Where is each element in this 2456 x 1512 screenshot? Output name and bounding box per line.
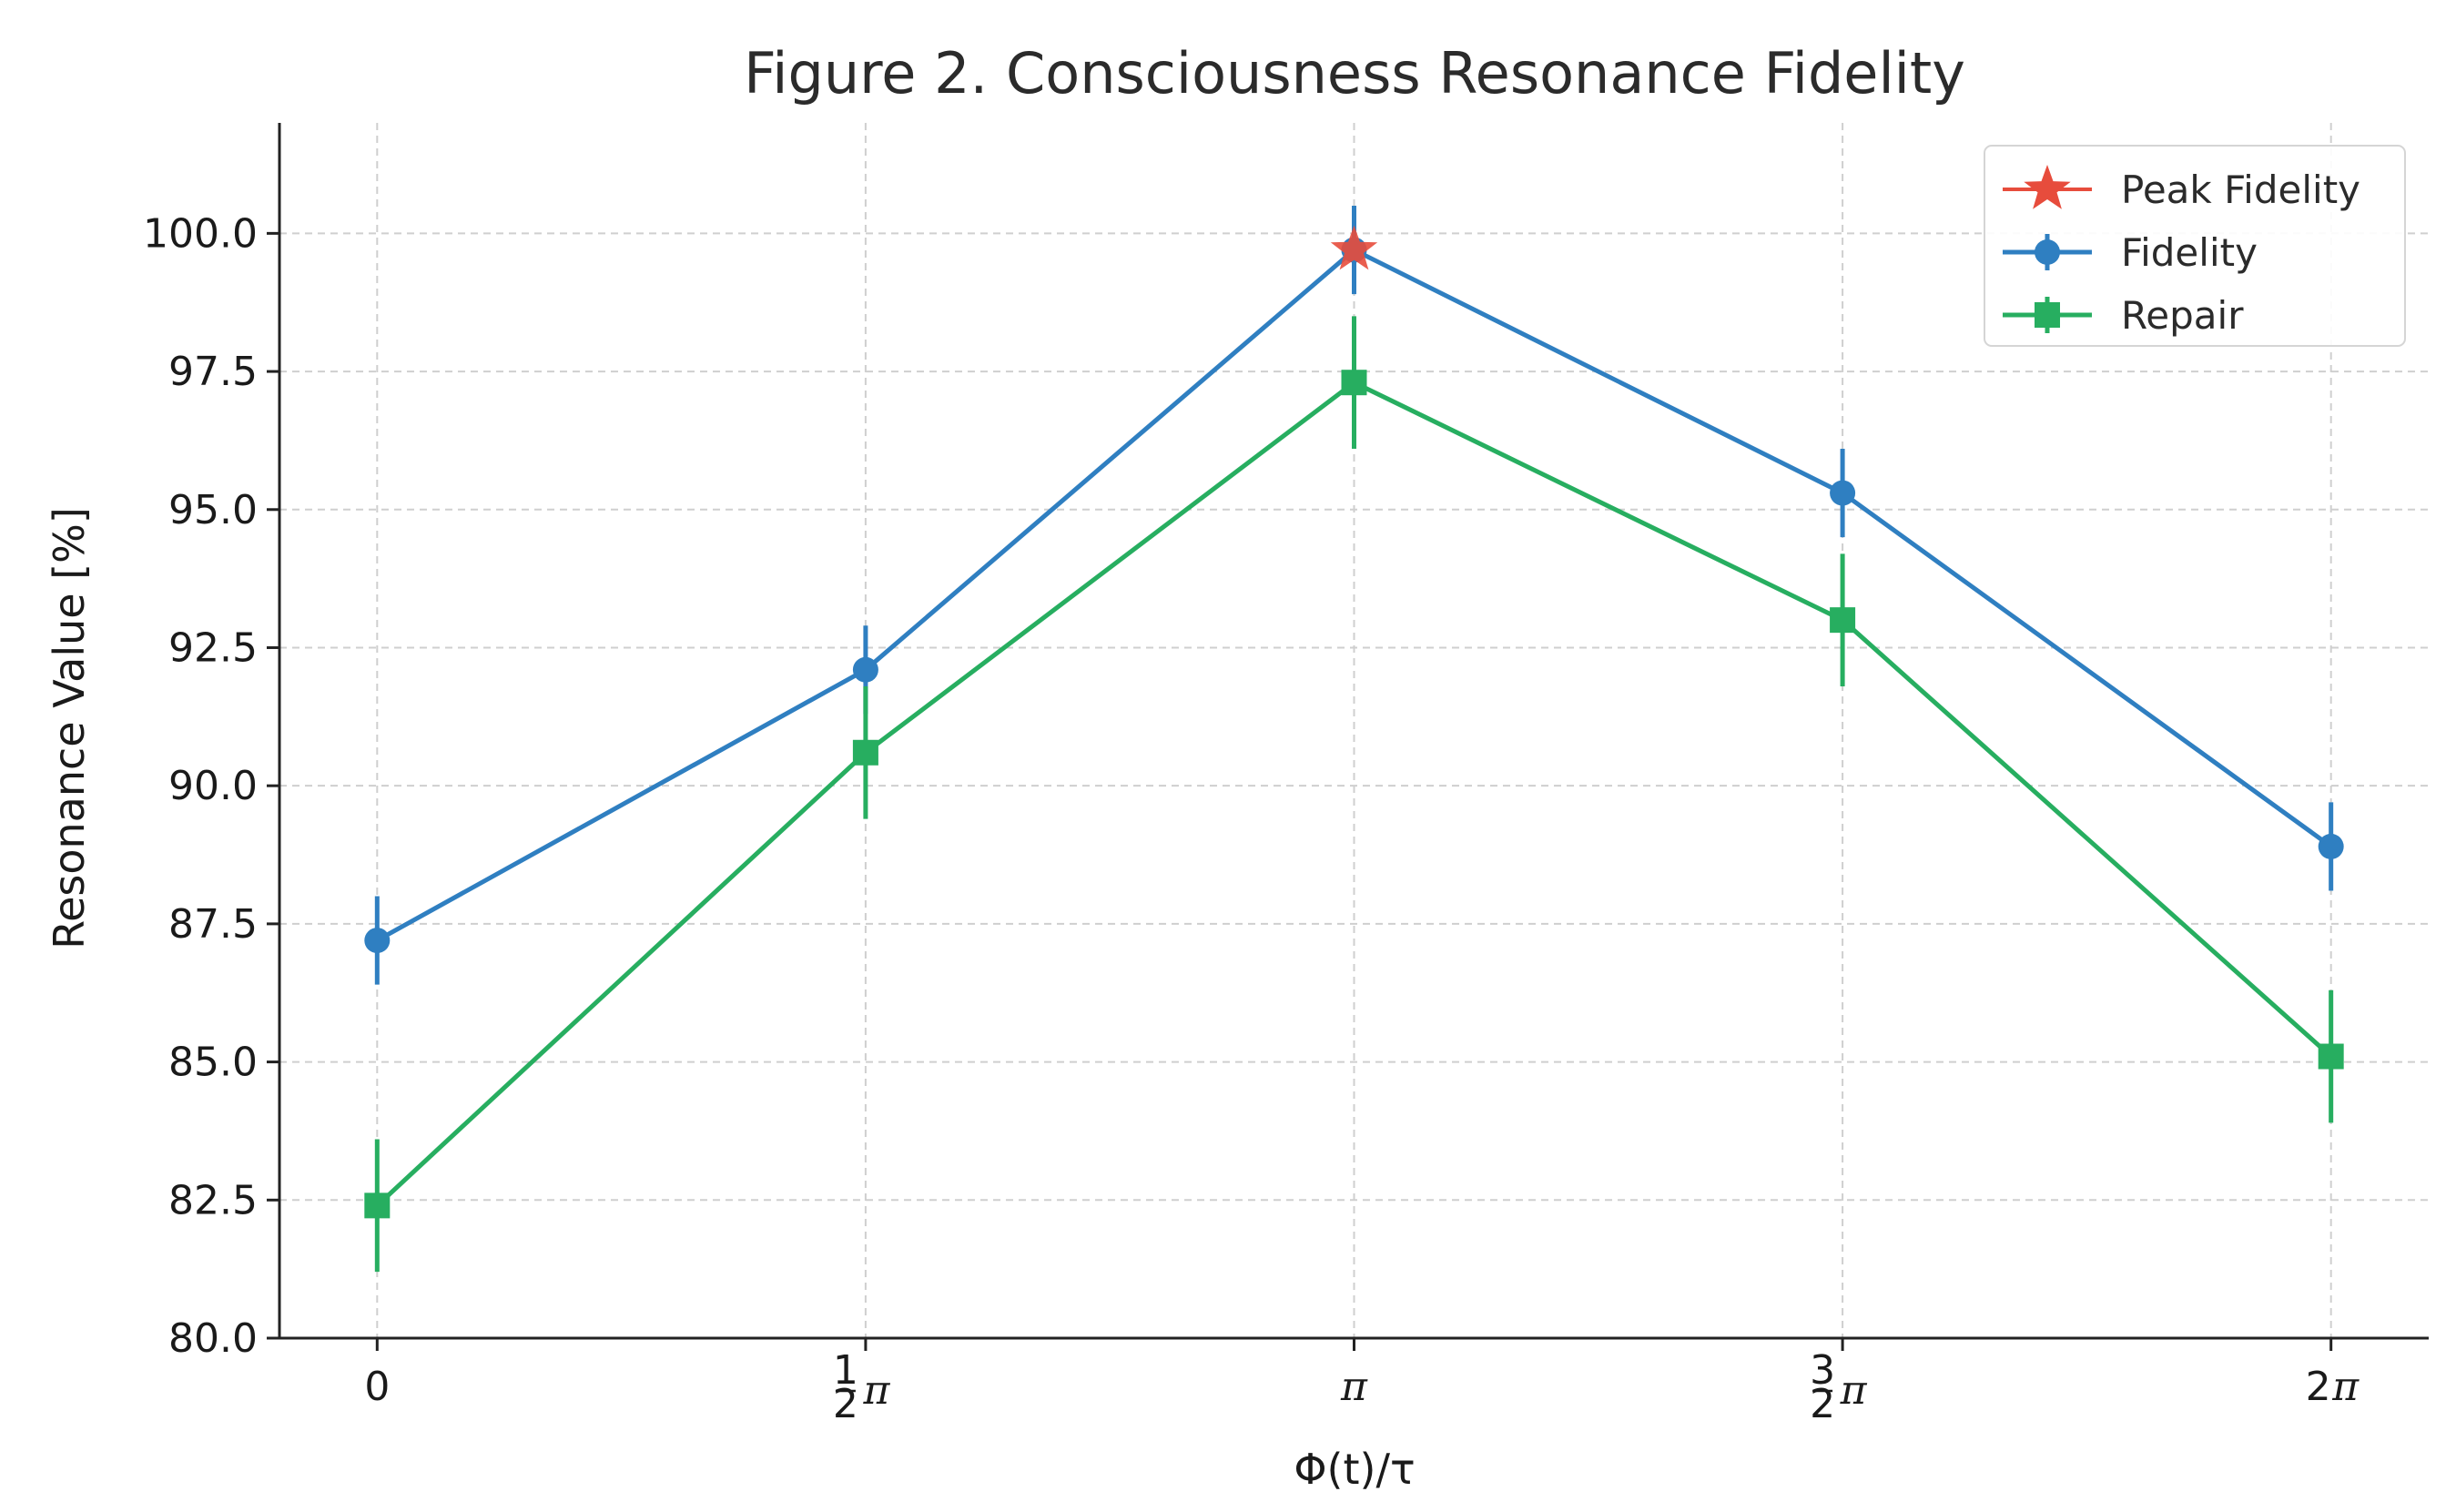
legend-marker: [2024, 165, 2071, 209]
x-tick-denominator: 2: [833, 1381, 858, 1427]
x-tick-label: 12 π: [833, 1347, 891, 1427]
fidelity-point: [852, 656, 878, 683]
x-tick-pi: π: [862, 1367, 890, 1414]
y-tick-label: 90.0: [168, 763, 258, 809]
legend: Peak Fidelity Fidelity Repair: [1984, 145, 2406, 347]
axes: [267, 123, 2429, 1351]
y-tick-label: 87.5: [168, 901, 258, 948]
repair-point: [852, 739, 878, 766]
legend-label: Fidelity: [2121, 230, 2258, 275]
y-tick-label: 82.5: [168, 1177, 258, 1223]
y-tick-label: 92.5: [168, 624, 258, 671]
legend-item-repair: Repair: [2003, 293, 2244, 338]
x-tick-numerator: 1: [833, 1347, 858, 1394]
chart-title: Figure 2. Consciousness Resonance Fideli…: [744, 40, 1965, 107]
y-tick-label: 97.5: [168, 349, 258, 395]
series-repair: [364, 316, 2344, 1273]
fidelity-point: [1830, 480, 1856, 506]
x-tick-label: 0: [364, 1364, 390, 1410]
x-tick-labels: 0 12 π π 32 π 2 π: [364, 1347, 2360, 1427]
y-axis-title: Resonance Value [%]: [45, 507, 94, 949]
x-tick-numerator: 3: [1810, 1347, 1835, 1394]
x-tick-pi: π: [1840, 1367, 1868, 1414]
y-tick-label: 85.0: [168, 1040, 258, 1086]
y-tick-label: 95.0: [168, 487, 258, 533]
y-tick-labels: 80.0 82.5 85.0 87.5 90.0 92.5 95.0 97.5 100.0: [143, 210, 258, 1362]
x-tick-text: 2: [2306, 1364, 2331, 1410]
x-tick-pi: π: [1340, 1364, 1368, 1410]
x-tick-label: 32 π: [1810, 1347, 1868, 1427]
legend-label: Repair: [2121, 293, 2244, 338]
legend-label: Peak Fidelity: [2121, 167, 2360, 212]
x-axis-title: Φ(t)/τ: [1294, 1445, 1415, 1494]
x-tick-denominator: 2: [1810, 1381, 1835, 1427]
x-tick-pi: π: [2331, 1364, 2360, 1410]
repair-point: [364, 1192, 391, 1219]
y-tick-label: 100.0: [143, 210, 258, 257]
repair-point: [2318, 1043, 2344, 1070]
legend-box: [1984, 145, 2406, 347]
fidelity-point: [364, 928, 391, 954]
legend-marker: [2035, 302, 2060, 328]
fidelity-point: [2318, 833, 2344, 859]
y-tick-label: 80.0: [168, 1315, 258, 1362]
legend-marker: [2035, 239, 2060, 265]
repair-point: [1830, 607, 1856, 634]
x-tick-label: π: [1340, 1364, 1368, 1410]
legend-item-peak-fidelity: Peak Fidelity: [2003, 165, 2360, 212]
peak-fidelity-star: [1330, 225, 1378, 270]
legend-item-fidelity: Fidelity: [2003, 230, 2258, 275]
repair-point: [1341, 370, 1367, 396]
annotations: [1330, 225, 1378, 270]
x-tick-text: 0: [364, 1364, 390, 1410]
